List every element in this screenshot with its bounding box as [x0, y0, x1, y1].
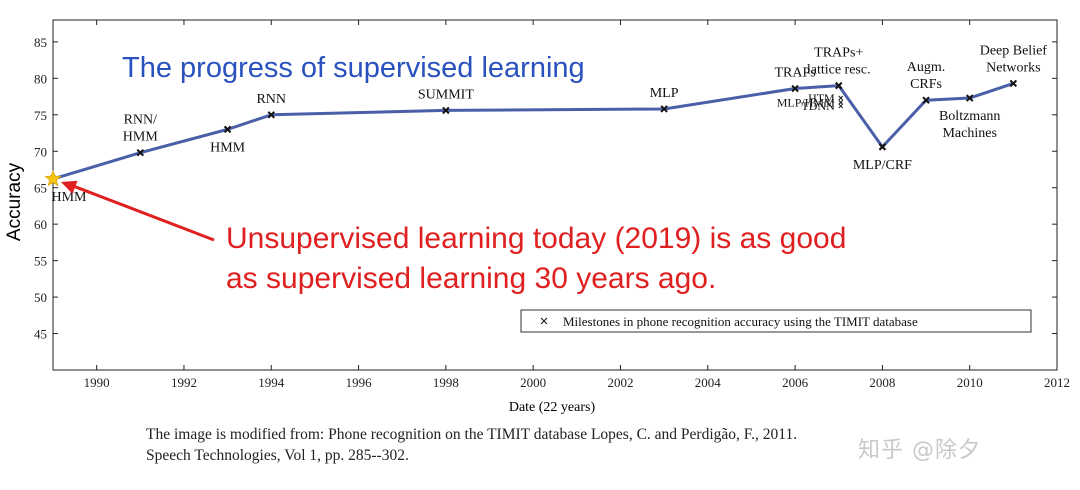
milestone-marker	[835, 81, 843, 90]
annotation-text-line: as supervised learning 30 years ago.	[226, 262, 716, 295]
chart-title: The progress of supervised learning	[122, 52, 585, 84]
milestone-marker	[878, 143, 887, 151]
legend-marker	[540, 317, 548, 325]
milestone-label-line: MLP/HMM	[777, 95, 835, 109]
legend: Milestones in phone recognition accuracy…	[520, 309, 1032, 333]
milestone-markers	[49, 79, 1018, 183]
milestone-label-line: Networks	[986, 60, 1040, 75]
y-tick-label: 50	[34, 290, 47, 305]
x-tick-label: 2012	[1044, 375, 1070, 390]
milestone-label: RNN	[256, 92, 286, 107]
milestone-label: Deep Belief Networks	[980, 43, 1048, 75]
plot-border	[52, 19, 1058, 371]
annotation-arrow-head	[61, 180, 78, 194]
accuracy-line-chart: 45 50 55 60 65 70 75 80 85 1990 1992 1994 1996 1998 2…	[4, 19, 1070, 415]
y-tick-label: 75	[34, 108, 47, 123]
milestone-marker	[1009, 79, 1018, 88]
milestone-label-line: HMM	[210, 140, 246, 155]
caption-line-1: The image is modified from: Phone recogn…	[146, 426, 798, 443]
x-tick-label: 2006	[782, 375, 809, 390]
milestone-label-line: Boltzmann	[939, 109, 1000, 124]
milestone-label-line: TRAPs	[774, 66, 815, 81]
milestone-label-line: RNN	[256, 92, 286, 107]
annotation-arrow-line	[72, 184, 215, 242]
milestone-label: Boltzmann Machines	[939, 109, 1000, 141]
milestone-marker	[965, 94, 974, 102]
milestone-marker	[223, 125, 232, 134]
milestone-label: HMM	[210, 140, 246, 155]
milestone-label: RNN/HMM	[123, 113, 159, 145]
x-tick-label: 2004	[695, 375, 722, 390]
milestone-marker	[922, 96, 930, 104]
x-axis-ticks: 1990 1992 1994 1996 1998 2000 2002 2004 2006 2008…	[84, 20, 1070, 390]
x-tick-label: 1996	[346, 375, 373, 390]
annotation-text-line: Unsupervised learning today (2019) is as…	[226, 222, 846, 255]
milestone-marker-small	[838, 95, 844, 101]
accuracy-line	[52, 82, 1014, 181]
source-caption: The image is modified from: Phone recogn…	[146, 424, 797, 466]
milestone-label: TRAPs	[774, 66, 815, 81]
y-axis-ticks: 45 50 55 60 65 70 75 80 85	[34, 35, 1057, 342]
x-tick-label: 2010	[957, 375, 983, 390]
milestone-marker	[660, 105, 668, 113]
milestone-marker-small	[838, 103, 844, 109]
milestone-label-line: HMM	[123, 130, 159, 145]
milestone-label: TDNN	[801, 99, 835, 113]
milestone-label-line: SUMMIT	[418, 87, 474, 102]
legend-box	[520, 309, 1032, 333]
y-tick-label: 85	[34, 35, 47, 50]
y-tick-label: 45	[34, 327, 47, 342]
y-tick-label: 65	[34, 181, 47, 196]
milestone-marker	[791, 84, 799, 93]
caption-line-2: Speech Technologies, Vol 1, pp. 285--302…	[146, 447, 409, 464]
x-tick-label: 1992	[171, 375, 197, 390]
milestone-label: MLP/CRF	[853, 158, 912, 173]
milestone-label: SUMMIT	[418, 87, 474, 102]
milestone-label-line: TDNN	[801, 99, 835, 113]
x-axis-label: Date (22 years)	[509, 400, 596, 415]
milestone-label-line: Deep Belief	[980, 43, 1048, 58]
milestone-label-line: MLP	[650, 86, 679, 101]
star-marker	[44, 169, 62, 187]
milestone-label: HTM	[808, 91, 835, 105]
milestone-label-line: MLP/CRF	[853, 158, 912, 173]
x-tick-label: 1994	[258, 375, 285, 390]
milestone-marker	[136, 149, 145, 157]
y-tick-label: 70	[34, 144, 47, 159]
annotation-text: Unsupervised learning today (2019) is as…	[226, 222, 846, 295]
y-tick-label: 55	[34, 254, 47, 269]
x-tick-label: 1990	[84, 375, 110, 390]
milestone-label-line: HMM	[51, 190, 87, 205]
milestone-label-line: RNN/	[124, 113, 158, 128]
y-tick-label: 60	[34, 217, 47, 232]
milestone-marker	[442, 106, 450, 115]
legend-label: Milestones in phone recognition accuracy…	[563, 314, 918, 329]
milestone-label: HMM	[51, 190, 87, 205]
x-tick-label: 2002	[607, 375, 633, 390]
milestone-label: MLP/HMM	[777, 95, 835, 109]
milestone-label-line: CRFs	[910, 77, 942, 92]
accuracy-series	[52, 82, 1014, 181]
x-tick-label: 2008	[869, 375, 895, 390]
milestone-label-line: lattice resc.	[807, 63, 871, 78]
milestone-label: Augm. CRFs	[907, 60, 946, 92]
milestone-label-line: HTM	[808, 91, 835, 105]
milestone-label-line: Augm.	[907, 60, 946, 75]
milestone-label-line: Machines	[942, 126, 996, 141]
x-tick-label: 1998	[433, 375, 459, 390]
plot-frame	[52, 19, 1058, 371]
milestone-label-line: TRAPs+	[814, 46, 863, 61]
x-tick-label: 2000	[520, 375, 546, 390]
y-axis-label: Accuracy	[4, 162, 25, 241]
watermark: 知乎 @除夕	[858, 438, 981, 463]
milestone-label: TRAPs+ lattice resc.	[807, 46, 871, 78]
annotation: Unsupervised learning today (2019) is as…	[44, 169, 846, 295]
milestone-label: MLP	[650, 86, 679, 101]
milestone-marker-small	[838, 100, 844, 105]
y-tick-label: 80	[34, 71, 47, 86]
milestone-marker	[267, 111, 275, 119]
